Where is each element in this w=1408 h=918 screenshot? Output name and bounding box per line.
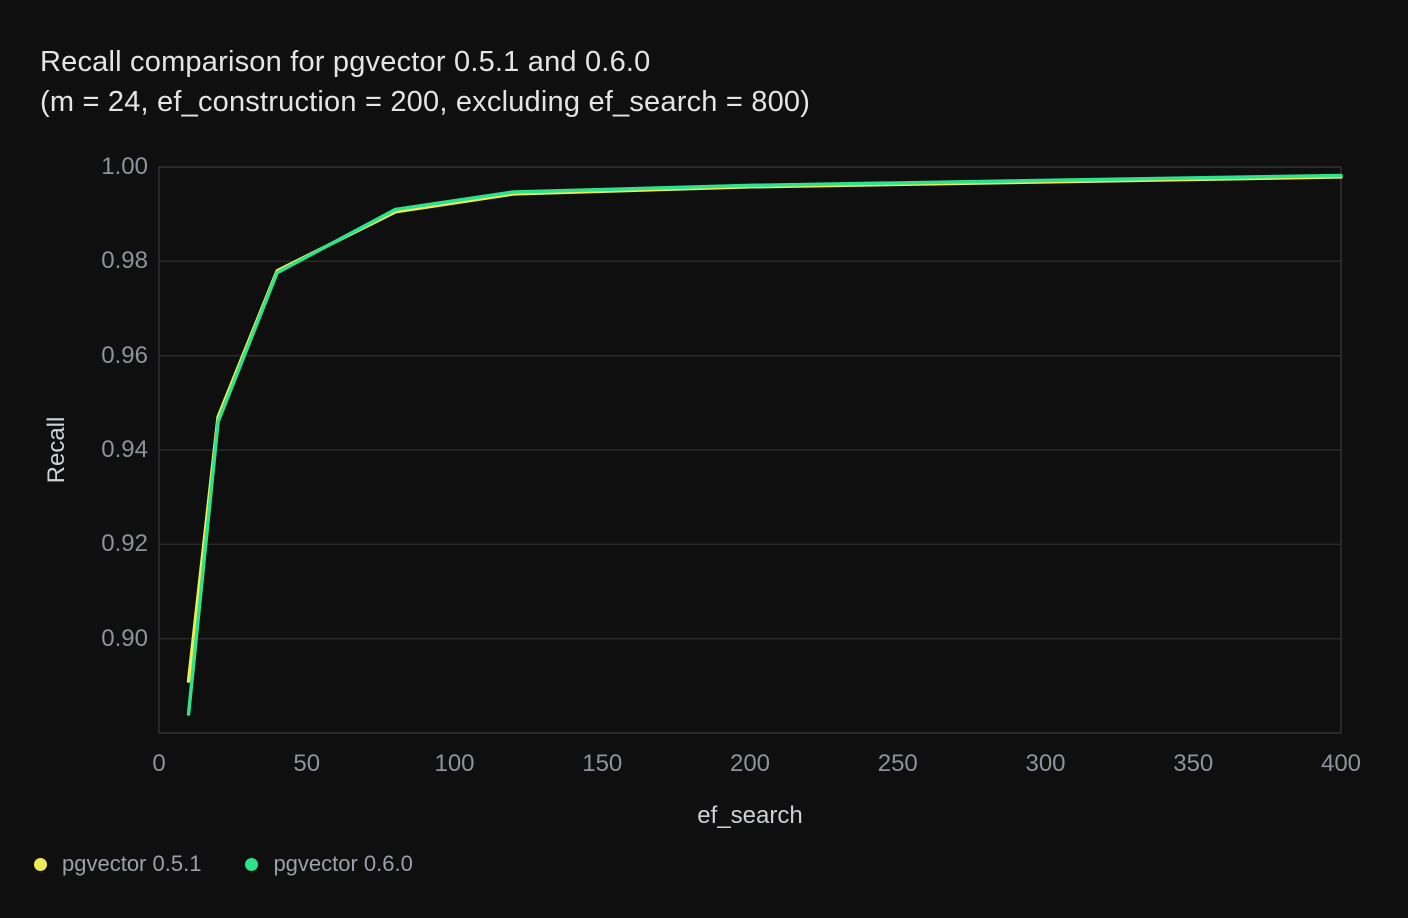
- legend-item-pgvector-0-5-1[interactable]: pgvector 0.5.1: [34, 851, 201, 877]
- legend-label-pgvector-0-6-0: pgvector 0.6.0: [273, 851, 413, 876]
- x-tick-label-350: 350: [1173, 750, 1214, 777]
- title-block: Recall comparison for pgvector 0.5.1 and…: [40, 42, 810, 122]
- x-tick-label-50: 50: [293, 750, 321, 777]
- legend-label-pgvector-0-5-1: pgvector 0.5.1: [62, 851, 202, 876]
- legend: pgvector 0.5.1 pgvector 0.6.0: [34, 851, 413, 877]
- legend-swatch-pgvector-0-6-0-icon: [245, 857, 259, 871]
- x-tick-label-0: 0: [152, 750, 166, 777]
- series-line-pgvector-0-5-1: [186, 175, 1343, 683]
- x-tick-label-100: 100: [434, 750, 475, 777]
- series-line-pgvector-0-6-0: [186, 173, 1343, 716]
- x-tick-label-200: 200: [729, 750, 771, 777]
- y-tick-label-0.92: 0.92: [101, 530, 148, 558]
- y-axis-title: Recall: [43, 416, 70, 484]
- y-tick-label-1.00: 1.00: [101, 153, 148, 180]
- x-tick-label-150: 150: [582, 750, 623, 777]
- y-tick-label-0.90: 0.90: [101, 624, 148, 652]
- x-axis-title: ef_search: [697, 802, 803, 829]
- legend-swatch-pgvector-0-5-1-icon: [34, 857, 47, 871]
- plot-border: [158, 166, 1342, 734]
- legend-item-pgvector-0-6-0[interactable]: pgvector 0.6.0: [245, 851, 413, 877]
- chart-subtitle: (m = 24, ef_construction = 200, excludin…: [40, 86, 811, 118]
- x-tick-label-400: 400: [1320, 750, 1362, 777]
- x-tick-label-300: 300: [1025, 750, 1066, 777]
- y-tick-label-0.94: 0.94: [101, 436, 148, 463]
- chart-title: Recall comparison for pgvector 0.5.1 and…: [40, 46, 651, 78]
- y-tick-label-0.96: 0.96: [101, 341, 148, 369]
- y-tick-label-0.98: 0.98: [101, 247, 148, 275]
- x-tick-label-250: 250: [877, 750, 918, 777]
